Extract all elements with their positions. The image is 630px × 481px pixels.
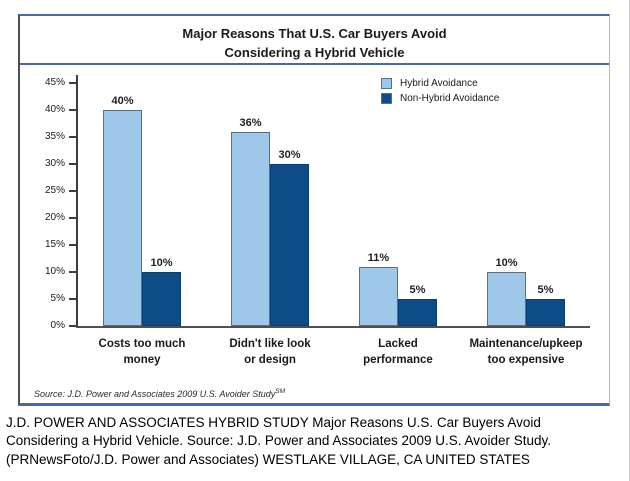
y-axis-tick-label: 35%: [44, 130, 65, 142]
bar-with-label: 10%: [487, 83, 526, 326]
y-axis-tick: [69, 297, 76, 300]
bar-with-label: 36%: [231, 83, 270, 326]
y-axis-tick: [69, 325, 76, 327]
bar-value-label: 5%: [409, 284, 426, 296]
y-axis-tick-label: 20%: [44, 212, 65, 223]
caption-line-3: (PRNewsFoto/J.D. Power and Associates) W…: [6, 451, 530, 467]
bar-with-label: 5%: [398, 83, 437, 326]
y-axis-tick-label: 40%: [44, 103, 65, 115]
title-divider-line: [20, 63, 609, 65]
legend-label-hybrid-avoidance: Hybrid Avoidance: [400, 78, 478, 89]
bar-group: 10% 5%: [462, 83, 590, 326]
chart-title-line-2: Considering a Hybrid Vehicle: [224, 44, 405, 60]
bar-non-hybrid-avoidance: [526, 299, 565, 326]
y-axis-tick: [69, 162, 76, 165]
legend-swatch-hybrid-avoidance: [381, 78, 392, 89]
bar-group: 11% 5%: [334, 83, 462, 326]
y-axis-tick-label: 5%: [50, 292, 65, 304]
y-axis-tick-label: 30%: [44, 157, 65, 169]
category-label: Maintenance/upkeep too expensive: [469, 338, 583, 366]
bar-non-hybrid-avoidance: [142, 272, 181, 326]
bar-hybrid-avoidance: [231, 131, 270, 326]
bar-with-label: 40%: [103, 83, 142, 326]
bar-non-hybrid-avoidance: [270, 164, 309, 326]
source-note-text: Source: J.D. Power and Associates 2009 U…: [34, 389, 276, 399]
chart-title: Major Reasons That U.S. Car Buyers Avoid…: [20, 16, 609, 63]
category-label: Costs too much money: [98, 338, 186, 366]
legend-label-non-hybrid-avoidance: Non-Hybrid Avoidance: [400, 93, 500, 104]
y-axis-tick-label: 15%: [44, 238, 65, 250]
bar-non-hybrid-avoidance: [398, 299, 437, 326]
caption: J.D. POWER AND ASSOCIATES HYBRID STUDY M…: [6, 414, 624, 469]
y-axis-tick: [69, 271, 76, 273]
y-axis-tick-label: 10%: [44, 266, 65, 277]
bar-hybrid-avoidance: [359, 266, 398, 326]
bar-hybrid-avoidance: [103, 110, 142, 326]
legend: Hybrid Avoidance Non-Hybrid Avoidance: [381, 78, 499, 108]
legend-item-non-hybrid-avoidance: Non-Hybrid Avoidance: [381, 93, 499, 104]
source-note: Source: J.D. Power and Associates 2009 U…: [34, 388, 285, 399]
bar-value-label: 11%: [367, 251, 390, 264]
bar-value-label: 30%: [278, 149, 301, 162]
category-label: Didn't like look or design: [229, 338, 311, 366]
category-label: Lacked performance: [363, 338, 433, 366]
y-axis-tick: [69, 243, 76, 246]
caption-line-1: J.D. POWER AND ASSOCIATES HYBRID STUDY M…: [6, 415, 541, 430]
caption-line-2: Considering a Hybrid Vehicle. Source: J.…: [6, 433, 552, 449]
bar-with-label: 10%: [142, 83, 181, 326]
source-note-superscript: SM: [275, 388, 286, 395]
y-axis-line: [76, 75, 78, 326]
chart-title-line-1: Major Reasons That U.S. Car Buyers Avoid: [182, 26, 447, 41]
x-axis-line: [76, 326, 590, 328]
bar-hybrid-avoidance: [487, 272, 526, 326]
bar-group: 40% 10%: [78, 83, 206, 326]
chart-region: 40% 10% 36% 30% 11% 5% 10% 5% Hybrid Avoidance …: [20, 66, 609, 379]
y-axis-tick: [69, 217, 76, 219]
bar-value-label: 10%: [495, 257, 518, 269]
y-axis-tick-label: 0%: [50, 320, 65, 331]
y-axis-tick-label: 45%: [44, 77, 65, 88]
y-axis-tick-label: 25%: [44, 184, 65, 196]
bar-with-label: 5%: [526, 83, 565, 326]
bar-with-label: 30%: [270, 83, 309, 326]
chart-panel: Major Reasons That U.S. Car Buyers Avoid…: [18, 14, 610, 406]
x-axis-labels: Costs too much money Didn't like look or …: [78, 337, 590, 368]
y-axis-tick: [69, 82, 76, 84]
bar-value-label: 36%: [239, 116, 262, 129]
y-axis-tick: [69, 108, 76, 111]
bar-value-label: 5%: [537, 284, 554, 296]
bar-value-label: 40%: [111, 95, 134, 107]
bar-value-label: 10%: [150, 257, 173, 269]
plot-area: 40% 10% 36% 30% 11% 5% 10% 5% Hybrid Avoidance …: [45, 75, 590, 331]
bar-group: 36% 30%: [206, 83, 334, 326]
bar-groups: 40% 10% 36% 30% 11% 5% 10% 5%: [78, 83, 590, 326]
y-axis-tick: [69, 135, 76, 138]
legend-swatch-non-hybrid-avoidance: [381, 93, 392, 104]
legend-item-hybrid-avoidance: Hybrid Avoidance: [381, 78, 499, 89]
bar-with-label: 11%: [359, 83, 398, 326]
y-axis-tick: [69, 189, 76, 192]
